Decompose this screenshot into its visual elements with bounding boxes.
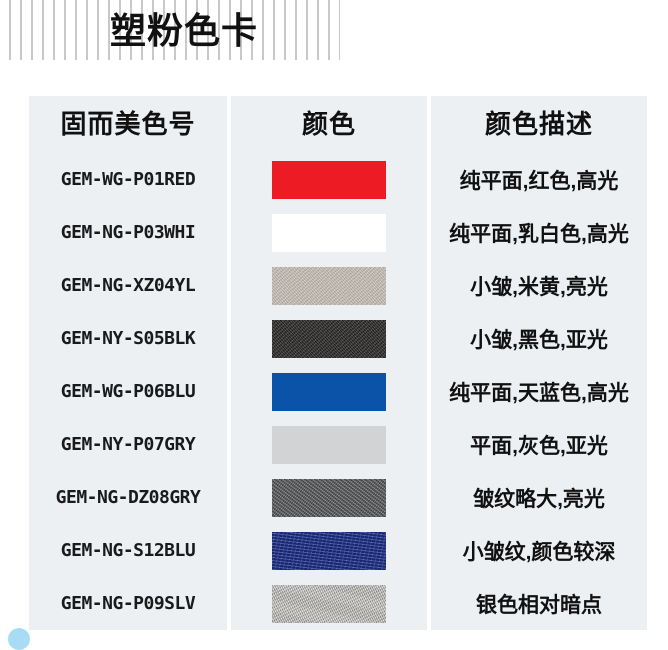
column-header-code: 固而美色号 bbox=[29, 96, 231, 148]
table-row[interactable]: GEM-NG-P09SLV 银色相对暗点 bbox=[29, 577, 647, 630]
swatch-wrapper bbox=[231, 524, 427, 577]
color-code: GEM-NG-S12BLU bbox=[29, 524, 231, 577]
color-swatch bbox=[272, 584, 386, 623]
page-title: 塑粉色卡 bbox=[110, 10, 259, 51]
swatch-wrapper bbox=[231, 153, 427, 206]
color-description: 纯平面,红色,高光 bbox=[429, 153, 647, 206]
color-swatch-cell bbox=[229, 524, 431, 577]
color-code: GEM-NG-DZ08GRY bbox=[29, 471, 231, 524]
page-header-banner bbox=[0, 0, 340, 60]
table-row[interactable]: GEM-WG-P06BLU 纯平面,天蓝色,高光 bbox=[29, 365, 647, 418]
table-body: GEM-WG-P01RED 纯平面,红色,高光 GEM-NG-P03WHI 纯平… bbox=[29, 148, 647, 630]
header-separator bbox=[29, 148, 647, 153]
stripe-overlay-pattern bbox=[0, 0, 340, 60]
color-description: 平面,灰色,亚光 bbox=[429, 418, 647, 471]
color-swatch-cell bbox=[229, 153, 431, 206]
swatch-wrapper bbox=[231, 577, 427, 630]
table-header: 固而美色号 颜色 颜色描述 bbox=[29, 96, 647, 148]
column-header-description: 颜色描述 bbox=[429, 96, 647, 148]
color-code: GEM-NG-P03WHI bbox=[29, 206, 231, 259]
table-row[interactable]: GEM-NG-DZ08GRY 皱纹略大,亮光 bbox=[29, 471, 647, 524]
color-swatch bbox=[272, 478, 386, 517]
color-swatch bbox=[272, 266, 386, 305]
color-description: 小皱,米黄,亮光 bbox=[429, 259, 647, 312]
swatch-wrapper bbox=[231, 471, 427, 524]
swatch-wrapper bbox=[231, 312, 427, 365]
color-description: 皱纹略大,亮光 bbox=[429, 471, 647, 524]
color-description: 纯平面,天蓝色,高光 bbox=[429, 365, 647, 418]
color-swatch-cell bbox=[229, 471, 431, 524]
color-description: 银色相对暗点 bbox=[429, 577, 647, 630]
color-swatch bbox=[272, 213, 386, 252]
color-code: GEM-WG-P06BLU bbox=[29, 365, 231, 418]
table-header-row: 固而美色号 颜色 颜色描述 bbox=[29, 96, 647, 148]
swatch-wrapper bbox=[231, 365, 427, 418]
color-swatch-cell bbox=[229, 577, 431, 630]
color-swatch-cell bbox=[229, 312, 431, 365]
color-description: 纯平面,乳白色,高光 bbox=[429, 206, 647, 259]
color-code: GEM-WG-P01RED bbox=[29, 153, 231, 206]
color-swatch-cell bbox=[229, 206, 431, 259]
table-row[interactable]: GEM-NG-XZ04YL 小皱,米黄,亮光 bbox=[29, 259, 647, 312]
swatch-wrapper bbox=[231, 206, 427, 259]
color-swatch bbox=[272, 319, 386, 358]
color-swatch-cell bbox=[229, 418, 431, 471]
decorative-dot bbox=[8, 628, 30, 650]
column-header-color: 颜色 bbox=[229, 96, 431, 148]
color-swatch bbox=[272, 372, 386, 411]
color-code: GEM-NY-S05BLK bbox=[29, 312, 231, 365]
color-code: GEM-NY-P07GRY bbox=[29, 418, 231, 471]
swatch-wrapper bbox=[231, 259, 427, 312]
table-row[interactable]: GEM-NG-P03WHI 纯平面,乳白色,高光 bbox=[29, 206, 647, 259]
color-description: 小皱,黑色,亚光 bbox=[429, 312, 647, 365]
color-swatch-cell bbox=[229, 259, 431, 312]
table-row[interactable]: GEM-WG-P01RED 纯平面,红色,高光 bbox=[29, 153, 647, 206]
color-description: 小皱纹,颜色较深 bbox=[429, 524, 647, 577]
color-code: GEM-NG-XZ04YL bbox=[29, 259, 231, 312]
color-card-table: 固而美色号 颜色 颜色描述 GEM-WG-P01RED 纯平面,红色,高光 GE… bbox=[29, 96, 647, 630]
color-swatch-cell bbox=[229, 365, 431, 418]
color-swatch bbox=[272, 531, 386, 570]
table-row[interactable]: GEM-NY-S05BLK 小皱,黑色,亚光 bbox=[29, 312, 647, 365]
color-code: GEM-NG-P09SLV bbox=[29, 577, 231, 630]
table-row[interactable]: GEM-NG-S12BLU 小皱纹,颜色较深 bbox=[29, 524, 647, 577]
swatch-wrapper bbox=[231, 418, 427, 471]
color-swatch bbox=[272, 160, 386, 199]
table-row[interactable]: GEM-NY-P07GRY 平面,灰色,亚光 bbox=[29, 418, 647, 471]
color-swatch bbox=[272, 425, 386, 464]
